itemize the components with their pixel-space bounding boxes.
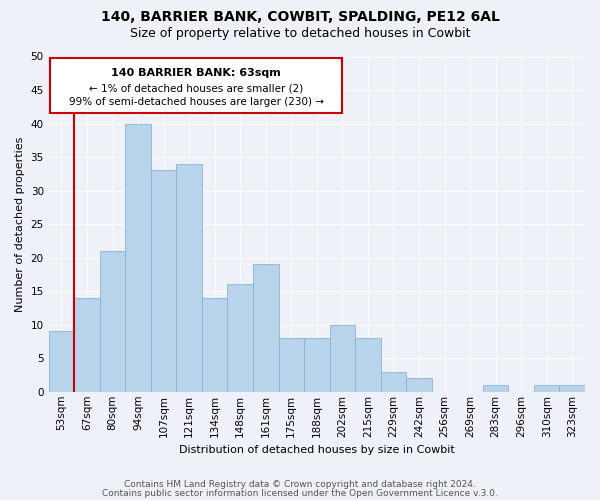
Bar — [483, 385, 508, 392]
Bar — [227, 284, 253, 392]
Bar — [278, 338, 304, 392]
Text: 140, BARRIER BANK, COWBIT, SPALDING, PE12 6AL: 140, BARRIER BANK, COWBIT, SPALDING, PE1… — [101, 10, 499, 24]
Text: Size of property relative to detached houses in Cowbit: Size of property relative to detached ho… — [130, 28, 470, 40]
Bar — [559, 385, 585, 392]
Text: Contains HM Land Registry data © Crown copyright and database right 2024.: Contains HM Land Registry data © Crown c… — [124, 480, 476, 489]
Bar — [534, 385, 559, 392]
Bar — [355, 338, 380, 392]
Bar — [202, 298, 227, 392]
Bar — [329, 324, 355, 392]
Text: 99% of semi-detached houses are larger (230) →: 99% of semi-detached houses are larger (… — [68, 96, 323, 106]
Bar — [176, 164, 202, 392]
X-axis label: Distribution of detached houses by size in Cowbit: Distribution of detached houses by size … — [179, 445, 455, 455]
Text: ← 1% of detached houses are smaller (2): ← 1% of detached houses are smaller (2) — [89, 84, 303, 94]
Text: Contains public sector information licensed under the Open Government Licence v.: Contains public sector information licen… — [102, 489, 498, 498]
Bar — [49, 332, 74, 392]
FancyBboxPatch shape — [50, 58, 343, 114]
Bar — [74, 298, 100, 392]
Bar — [151, 170, 176, 392]
Bar — [100, 251, 125, 392]
Bar — [304, 338, 329, 392]
Bar — [406, 378, 432, 392]
Bar — [125, 124, 151, 392]
Bar — [253, 264, 278, 392]
Text: 140 BARRIER BANK: 63sqm: 140 BARRIER BANK: 63sqm — [111, 68, 281, 78]
Y-axis label: Number of detached properties: Number of detached properties — [15, 136, 25, 312]
Bar — [380, 372, 406, 392]
